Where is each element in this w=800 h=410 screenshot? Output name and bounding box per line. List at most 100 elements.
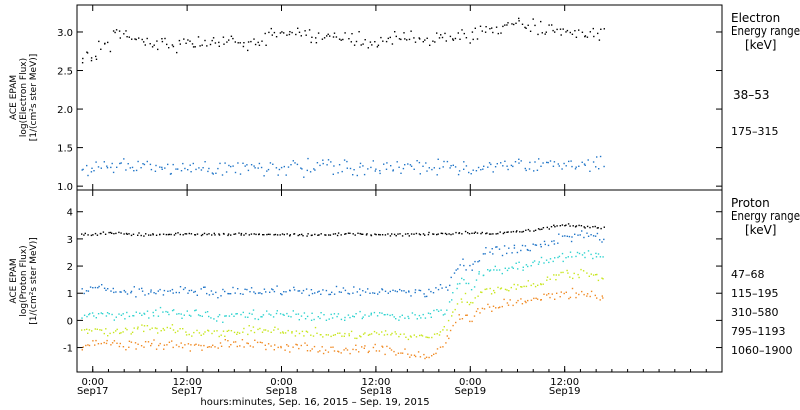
- data-point: [410, 295, 412, 297]
- data-point: [264, 32, 266, 35]
- data-point: [261, 293, 263, 295]
- data-point: [463, 279, 465, 281]
- data-point: [149, 163, 152, 166]
- data-point: [143, 325, 146, 327]
- data-point: [452, 233, 454, 235]
- data-point: [602, 297, 604, 299]
- data-point: [348, 38, 350, 40]
- data-point: [283, 165, 285, 168]
- data-point: [452, 324, 454, 327]
- data-point: [597, 279, 600, 282]
- data-point: [501, 254, 504, 257]
- data-point: [163, 289, 166, 292]
- data-point: [301, 330, 304, 333]
- data-point: [211, 39, 213, 42]
- data-point: [135, 311, 137, 313]
- data-point: [81, 288, 83, 290]
- data-point: [433, 309, 435, 312]
- data-point: [533, 297, 535, 300]
- data-point: [120, 332, 122, 334]
- data-point: [379, 312, 381, 314]
- legend-entry: 38–53: [733, 88, 770, 102]
- data-point: [557, 256, 559, 259]
- data-point: [185, 334, 188, 336]
- data-point: [314, 292, 316, 294]
- data-point: [367, 334, 370, 336]
- data-point: [344, 332, 346, 335]
- data-point: [82, 57, 84, 60]
- data-point: [194, 290, 196, 293]
- data-point: [295, 330, 298, 332]
- data-point: [419, 234, 422, 236]
- data-point: [389, 347, 391, 349]
- data-point: [87, 234, 89, 236]
- data-point: [581, 254, 584, 256]
- data-point: [537, 284, 539, 286]
- data-point: [206, 233, 208, 236]
- data-point: [204, 311, 207, 314]
- data-point: [596, 273, 598, 276]
- legend-entry: 310–580: [731, 306, 779, 319]
- data-point: [603, 238, 605, 241]
- data-point: [355, 344, 357, 346]
- data-point: [363, 347, 365, 349]
- data-point: [362, 43, 364, 45]
- data-point: [355, 40, 358, 43]
- data-point: [485, 247, 487, 249]
- data-point: [398, 319, 400, 321]
- data-point: [390, 165, 392, 167]
- data-point: [569, 31, 571, 34]
- data-point: [521, 286, 523, 288]
- data-point: [269, 162, 272, 164]
- data-point: [381, 312, 383, 314]
- data-point: [297, 290, 299, 292]
- data-point: [120, 314, 123, 316]
- data-point: [306, 331, 309, 333]
- data-point: [426, 295, 428, 298]
- data-point: [268, 31, 270, 34]
- data-point: [227, 234, 229, 237]
- data-point: [229, 293, 232, 295]
- data-point: [379, 234, 381, 236]
- data-point: [518, 17, 520, 20]
- data-point: [402, 167, 405, 170]
- data-point: [420, 317, 422, 319]
- data-point: [516, 251, 519, 254]
- data-point: [253, 331, 256, 334]
- data-point: [513, 247, 516, 249]
- data-series-0: [81, 17, 605, 64]
- data-point: [103, 161, 105, 163]
- data-point: [383, 163, 385, 165]
- data-point: [355, 313, 357, 315]
- legend-title: Proton: [731, 196, 770, 210]
- data-point: [408, 291, 410, 293]
- data-point: [115, 291, 117, 293]
- data-point: [332, 334, 335, 336]
- data-point: [398, 38, 401, 40]
- data-point: [190, 233, 193, 235]
- data-point: [422, 233, 425, 235]
- data-point: [199, 45, 201, 47]
- data-point: [525, 27, 527, 29]
- data-point: [144, 44, 146, 46]
- data-point: [404, 348, 406, 350]
- y-tick-label: 1.0: [57, 182, 73, 193]
- data-point: [538, 158, 540, 160]
- data-point: [459, 264, 461, 266]
- data-point: [136, 328, 139, 330]
- data-point: [359, 288, 361, 290]
- data-point: [175, 344, 178, 346]
- data-point: [199, 315, 201, 317]
- data-point: [103, 287, 106, 289]
- data-point: [512, 304, 514, 307]
- data-point: [352, 292, 354, 294]
- data-point: [206, 45, 208, 47]
- data-point: [457, 173, 460, 176]
- data-point: [138, 232, 140, 234]
- data-point: [403, 290, 405, 292]
- data-point: [310, 334, 312, 336]
- data-point: [265, 291, 267, 293]
- data-point: [513, 244, 516, 247]
- data-point: [365, 234, 368, 236]
- data-point: [584, 164, 586, 166]
